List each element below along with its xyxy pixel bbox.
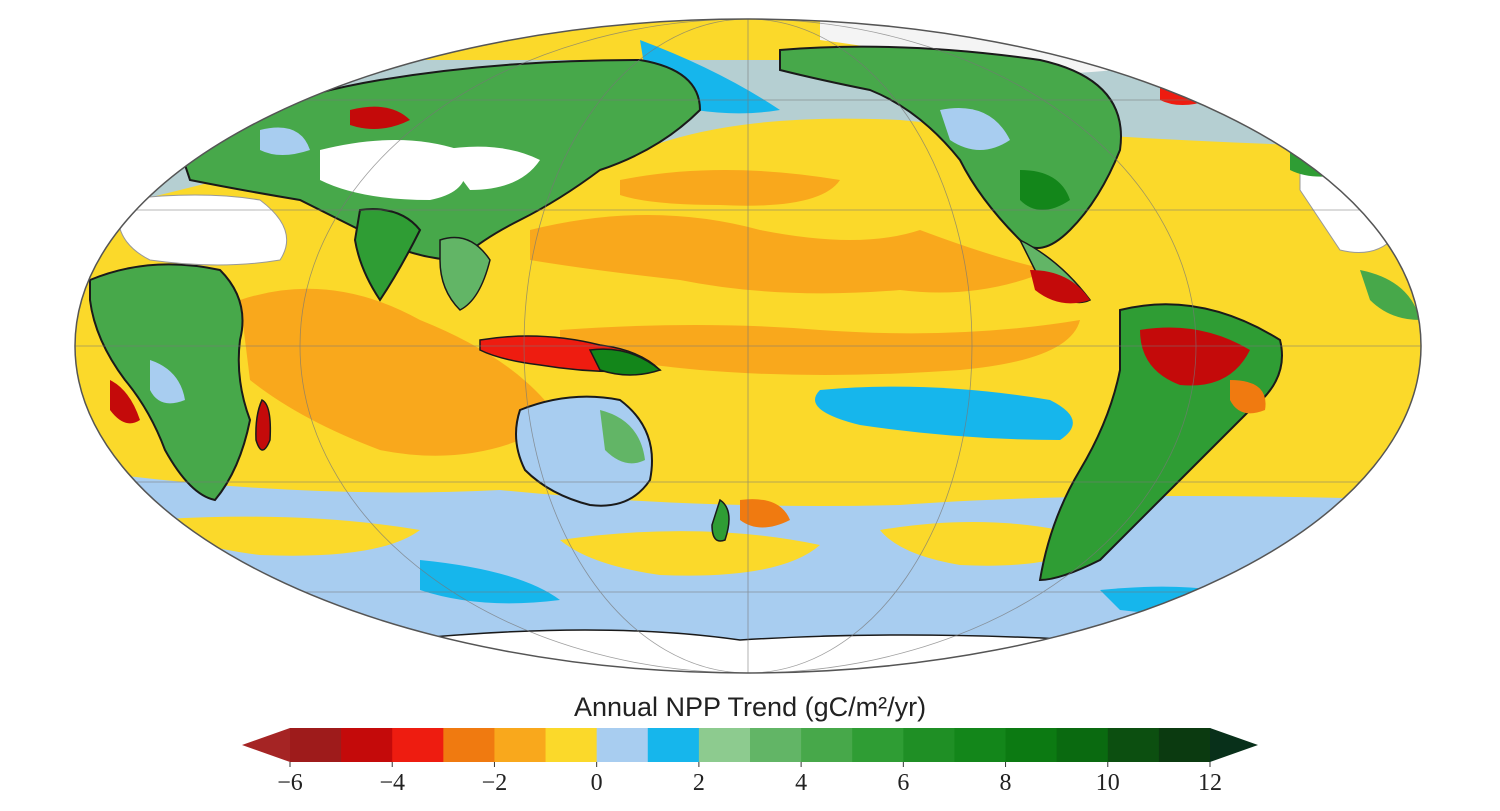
ocean-south-blue-1 xyxy=(815,386,1073,440)
land-india xyxy=(353,208,422,302)
world-map xyxy=(74,18,1422,674)
colorbar-bin-10 xyxy=(801,728,853,762)
colorbar-tick-label-1: −4 xyxy=(379,770,405,796)
ocean-south-yellow-2 xyxy=(560,531,820,576)
colorbar-over-extension xyxy=(1210,728,1258,762)
graticule xyxy=(75,19,1421,673)
colorbar-bin-8 xyxy=(698,728,751,762)
land-new-zealand xyxy=(711,498,730,542)
land-europe-east-edge xyxy=(1290,150,1340,177)
colorbar-tick-label-0: −6 xyxy=(277,770,303,796)
colorbar-tick-label-5: 4 xyxy=(795,770,807,796)
colorbar-bin-17 xyxy=(1158,728,1211,762)
colorbar-bin-6 xyxy=(596,728,649,762)
colorbar-bin-2 xyxy=(392,728,444,762)
australia-green xyxy=(600,410,645,464)
map-canvas xyxy=(74,18,1422,674)
ocean-south-orange xyxy=(740,499,790,528)
colorbar: −6 −4 −2 0 2 4 6 8 10 12 xyxy=(242,728,1258,796)
africa-red-patch xyxy=(110,380,140,424)
colorbar-bin-16 xyxy=(1107,728,1160,762)
colorbar-bin-0 xyxy=(290,728,342,762)
ocean-south-cyan-1 xyxy=(420,560,560,604)
colorbar-tick-label-3: 0 xyxy=(591,770,603,796)
colorbar-bin-3 xyxy=(443,728,495,762)
colorbar-tick-label-8: 10 xyxy=(1096,770,1120,796)
colorbar-bins xyxy=(242,728,1258,762)
eurasia-red-patch xyxy=(350,106,410,129)
na-blue-patch xyxy=(940,108,1010,150)
colorbar-bin-4 xyxy=(494,728,547,762)
eurasia-white-tibet xyxy=(440,146,540,190)
colorbar-bin-14 xyxy=(1005,728,1058,762)
na-green-dark xyxy=(1020,170,1070,210)
africa-blue-patch xyxy=(150,360,185,404)
colorbar-bin-15 xyxy=(1056,728,1109,762)
colorbar-tick-label-2: −2 xyxy=(482,770,508,796)
colorbar-tick-label-6: 6 xyxy=(897,770,909,796)
sa-orange xyxy=(1230,380,1266,414)
colorbar-bin-13 xyxy=(954,728,1007,762)
land-madagascar xyxy=(255,398,272,451)
ocean-tropical-orange-central xyxy=(530,215,1050,294)
land-se-asia xyxy=(439,236,491,311)
west-africa-green xyxy=(1360,270,1420,320)
colorbar-bin-1 xyxy=(341,728,393,762)
land-antarctica xyxy=(399,629,1081,673)
colorbar-bin-7 xyxy=(647,728,700,762)
colorbar-bin-5 xyxy=(545,728,598,762)
ocean-south-cyan-2 xyxy=(1100,586,1260,614)
npp-trend-field xyxy=(75,19,1421,673)
eurasia-white-steppe xyxy=(320,140,466,200)
colorbar-bin-9 xyxy=(750,728,802,762)
colorbar-bin-11 xyxy=(852,728,904,762)
land-new-guinea xyxy=(588,348,662,376)
land-sahara xyxy=(117,194,288,266)
pacific-red-hotspot xyxy=(1030,270,1090,304)
eurasia-blue-patch xyxy=(260,127,310,155)
ocean-tropical-orange-west xyxy=(240,288,560,456)
globe-outline xyxy=(74,18,1422,674)
ocean-north-orange-patch xyxy=(620,170,840,206)
ocean-south-yellow-1 xyxy=(150,516,420,556)
colorbar-tick-label-4: 2 xyxy=(693,770,705,796)
colorbar-bin-12 xyxy=(903,728,955,762)
atlantic-red-patch xyxy=(1160,80,1210,105)
colorbar-ticks: −6 −4 −2 0 2 4 6 8 10 12 xyxy=(277,762,1222,796)
ocean-equatorial-orange xyxy=(560,320,1080,375)
colorbar-tick-label-9: 12 xyxy=(1198,770,1222,796)
legend-title: Annual NPP Trend (gC/m²/yr) xyxy=(573,692,927,722)
colorbar-tick-label-7: 8 xyxy=(1000,770,1012,796)
amazon-red xyxy=(1140,327,1250,386)
colorbar-under-extension xyxy=(242,728,290,762)
